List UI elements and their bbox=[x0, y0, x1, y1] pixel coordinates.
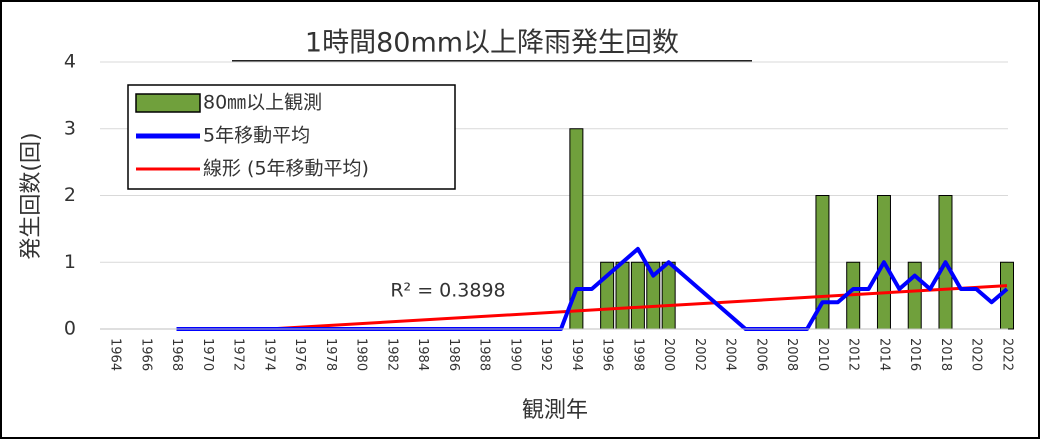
x-tick-label: 2014 bbox=[876, 338, 891, 371]
legend-swatch bbox=[135, 93, 201, 113]
x-tick-label: 2012 bbox=[846, 338, 861, 371]
x-tick-label: 2008 bbox=[784, 338, 799, 371]
x-tick-label: 2006 bbox=[753, 338, 768, 371]
x-tick-label: 1986 bbox=[446, 338, 461, 371]
x-tick-label: 1966 bbox=[138, 338, 153, 371]
x-tick-label: 1964 bbox=[108, 338, 123, 371]
x-tick-label: 1984 bbox=[415, 338, 430, 371]
bar bbox=[907, 261, 922, 330]
trend-line bbox=[268, 284, 1008, 331]
annotation: R² = 0.3898 bbox=[390, 280, 505, 302]
chart-title: 1時間80mm以上降雨発生回数 bbox=[305, 28, 679, 59]
bar bbox=[1000, 261, 1014, 330]
y-tick-label: 3 bbox=[64, 117, 76, 139]
x-tick-label: 1990 bbox=[507, 338, 522, 371]
bar bbox=[661, 261, 676, 330]
y-tick-label: 1 bbox=[64, 251, 76, 273]
x-tick-label: 1996 bbox=[600, 338, 615, 371]
x-tick-label: 2000 bbox=[661, 338, 676, 371]
y-axis-title: 発生回数(回) bbox=[19, 132, 44, 259]
x-tick-label: 1968 bbox=[169, 338, 184, 371]
x-tick-label: 1988 bbox=[477, 338, 492, 371]
y-tick-label: 4 bbox=[64, 51, 76, 73]
x-tick-label: 2018 bbox=[938, 338, 953, 371]
x-tick-label: 2004 bbox=[723, 338, 738, 371]
x-tick-label: 1994 bbox=[569, 338, 584, 371]
bar bbox=[615, 261, 630, 330]
bar bbox=[630, 261, 645, 330]
x-tick-label: 1992 bbox=[538, 338, 553, 371]
x-tick-label: 1972 bbox=[231, 338, 246, 371]
x-tick-label: 2010 bbox=[815, 338, 830, 371]
x-tick-label: 2002 bbox=[692, 338, 707, 371]
x-tick-label: 2022 bbox=[1000, 338, 1015, 371]
x-tick-label: 1998 bbox=[630, 338, 645, 371]
y-tick-label: 2 bbox=[64, 184, 76, 206]
legend-label: 80㎜以上観測 bbox=[203, 92, 322, 114]
x-tick-label: 1982 bbox=[384, 338, 399, 371]
x-axis-title: 観測年 bbox=[522, 398, 588, 423]
x-tick-label: 1974 bbox=[261, 338, 276, 371]
x-tick-label: 1978 bbox=[323, 338, 338, 371]
x-tick-label: 2020 bbox=[969, 338, 984, 371]
legend-label: 5年移動平均 bbox=[203, 125, 310, 147]
x-tick-label: 1976 bbox=[292, 338, 307, 371]
x-tick-label: 1980 bbox=[354, 338, 369, 371]
x-tick-label: 1970 bbox=[200, 338, 215, 371]
legend-label: 線形 (5年移動平均) bbox=[203, 158, 369, 180]
plot: 0 1 2 3 4 1964 1966 1968 1970 1972 1974 1976 1978 198… bbox=[64, 51, 1015, 372]
x-tick-label: 2016 bbox=[907, 338, 922, 371]
y-tick-label: 0 bbox=[64, 318, 76, 340]
